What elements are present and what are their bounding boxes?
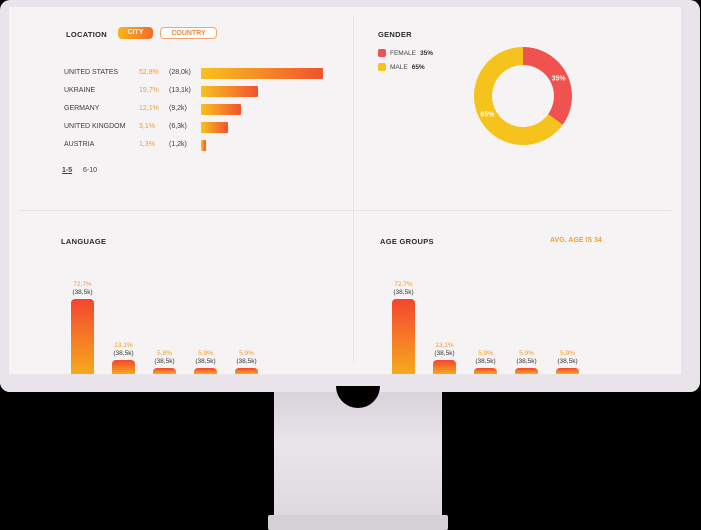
language-bar-pct: 5,9% (239, 349, 254, 357)
location-count: (13,1k) (169, 87, 191, 94)
donut-label-female: 35% (552, 75, 567, 82)
language-bar-pct: 5,9% (198, 349, 213, 357)
language-bar (153, 368, 176, 374)
age_groups-bar-pct: 5,9% (478, 349, 493, 357)
location-pct: 52,8% (139, 69, 159, 76)
age_groups-bar-label: 5,9% (38,5k) (466, 350, 506, 366)
location-count: (9,2k) (169, 105, 187, 112)
location-bar (201, 140, 207, 151)
age_groups-bar-pct: 5,9% (519, 349, 534, 357)
legend-male: MALE 65% (378, 63, 425, 73)
dashboard-screen: LOCATION CITY COUNTRY UNITED STATES 52,8%… (9, 7, 681, 374)
location-row: UKRAINE 19,7% (13,1k) (9, 85, 349, 97)
gender-donut-chart: 35% 65% (474, 47, 572, 145)
location-pct: 19,7% (139, 87, 159, 94)
donut-slice-female (523, 47, 572, 125)
location-country: UKRAINE (64, 87, 96, 94)
monitor-stand-base (268, 515, 448, 530)
language-bar (71, 299, 94, 374)
language-bar-count: (38,5k) (236, 357, 257, 365)
language-bar-count: (38,5k) (113, 350, 134, 358)
panel-divider-horizontal (19, 210, 671, 211)
language-bar-count: (38,5k) (195, 357, 216, 365)
age_groups-bar-label: 5,9% (38,5k) (507, 350, 547, 366)
age_groups-bar (392, 299, 415, 374)
language-bar-label: 5,9% (38,5k) (186, 350, 226, 366)
language-bar-label: 72,7% (38,5k) (63, 281, 103, 297)
age_groups-bar (556, 367, 579, 374)
location-bar (201, 68, 323, 79)
location-count: (1,2k) (169, 141, 187, 148)
location-row: AUSTRIA 1,3% (1,2k) (9, 139, 349, 151)
gender-title: GENDER (378, 30, 412, 39)
age_groups-bar-count: (38,5k) (557, 357, 578, 365)
language-bar-count: (38,5k) (72, 289, 93, 296)
location-count: (28,0k) (169, 69, 191, 76)
avg-age-label: AVG. AGE IS 34 (550, 237, 602, 244)
age-groups-title: AGE GROUPS (380, 237, 434, 246)
age_groups-bar-pct: 72,7% (394, 281, 413, 288)
legend-female-pct: 35% (420, 50, 434, 57)
age_groups-bar-label: 72,7% (38,5k) (384, 281, 424, 297)
age_groups-bar-pct: 13,1% (435, 342, 454, 350)
monitor-chin (0, 374, 700, 392)
language-bar-count: (38,5k) (154, 358, 175, 366)
tab-country[interactable]: COUNTRY (160, 27, 217, 39)
legend-male-label: MALE (390, 64, 408, 71)
monitor-stand (274, 392, 442, 522)
legend-female-label: FEMALE (390, 50, 417, 57)
age_groups-bar-count: (38,5k) (516, 357, 537, 365)
location-country: UNITED STATES (64, 69, 119, 76)
location-bar (201, 86, 259, 97)
age_groups-bar-count: (38,5k) (393, 289, 414, 296)
language-bar-label: 5,9% (38,5k) (227, 350, 267, 366)
age_groups-bar-label: 13,1% (38,5k) (425, 342, 465, 358)
location-country: UNITED KINGDOM (64, 123, 126, 130)
language-bar (112, 360, 135, 374)
location-pct: 3,1% (139, 123, 155, 130)
language-bar-pct: 72,7% (73, 281, 92, 288)
male-swatch-icon (378, 63, 386, 72)
language-bar-label: 13,1% (38,5k) (104, 342, 144, 358)
legend-male-pct: 65% (411, 64, 425, 71)
location-country: GERMANY (64, 105, 100, 112)
age_groups-bar-pct: 5,9% (560, 349, 575, 357)
stand-cable-hole (336, 386, 380, 408)
language-bar-label: 5,8% (38,5k) (145, 350, 185, 366)
donut-label-male: 65% (480, 112, 495, 119)
language-title: LANGUAGE (61, 237, 107, 246)
location-pct: 12,1% (139, 105, 159, 112)
female-swatch-icon (378, 49, 386, 58)
location-row: UNITED KINGDOM 3,1% (6,3k) (9, 121, 349, 133)
donut-slice-male (474, 47, 563, 145)
location-pct: 1,3% (139, 141, 155, 148)
language-bar-pct: 13,1% (114, 342, 133, 350)
language-bar-pct: 5,8% (157, 350, 172, 358)
age_groups-bar (474, 367, 497, 374)
pager-page-6-10[interactable]: 6-10 (83, 167, 98, 174)
language-bar (235, 367, 258, 374)
location-row: UNITED STATES 52,8% (28,0k) (9, 67, 349, 79)
panel-divider-vertical (353, 17, 354, 363)
location-count: (6,3k) (169, 123, 187, 130)
location-title: LOCATION (66, 30, 108, 39)
location-bar (201, 104, 242, 115)
tab-city[interactable]: CITY (118, 27, 153, 39)
location-bar (201, 122, 229, 133)
language-bar (194, 367, 217, 374)
legend-female: FEMALE 35% (378, 49, 433, 59)
location-row: GERMANY 12,1% (9,2k) (9, 103, 349, 115)
age_groups-bar-count: (38,5k) (434, 350, 455, 358)
location-country: AUSTRIA (64, 141, 95, 148)
age_groups-bar (515, 367, 538, 374)
age_groups-bar (433, 360, 456, 374)
age_groups-bar-label: 5,9% (38,5k) (548, 350, 588, 366)
pager-page-1-5[interactable]: 1-5 (62, 167, 73, 174)
age_groups-bar-count: (38,5k) (475, 357, 496, 365)
